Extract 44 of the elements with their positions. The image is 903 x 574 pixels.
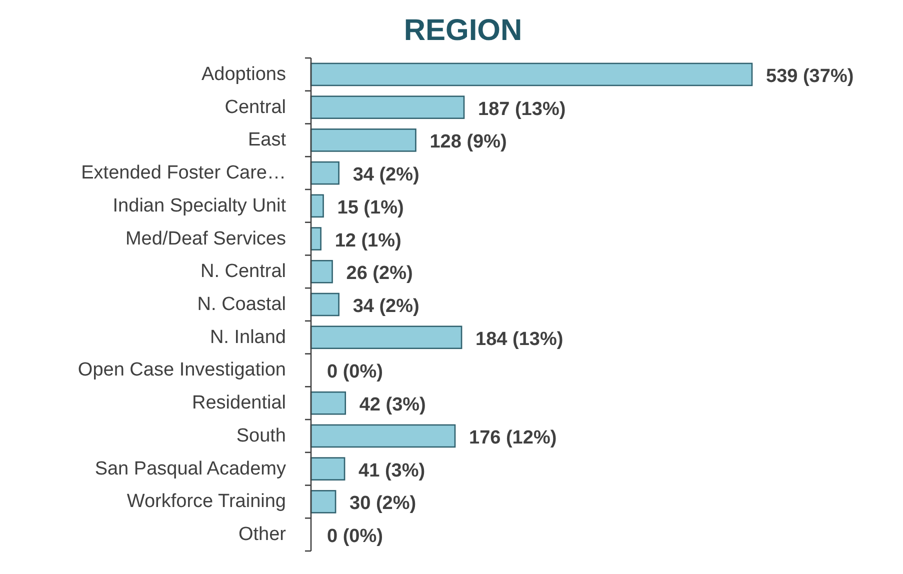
bar <box>310 457 346 480</box>
y-tick-label: Med/Deaf Services <box>125 228 286 250</box>
bar <box>310 227 322 250</box>
y-tick-label: East <box>248 130 287 151</box>
chart-title: REGION <box>404 14 522 47</box>
data-label: 26 (2%) <box>346 263 413 284</box>
data-label: 15 (1%) <box>337 197 404 218</box>
y-tick-label: Workforce Training <box>126 491 286 512</box>
y-tick-label: Indian Specialty Unit <box>112 195 287 216</box>
data-label: 539 (37%) <box>766 66 854 87</box>
y-tick-label: Residential <box>192 392 286 414</box>
bar <box>310 96 465 119</box>
data-label: 41 (3%) <box>358 460 426 482</box>
data-label: 176 (12%) <box>469 427 557 448</box>
y-tick-label: Central <box>224 96 286 118</box>
data-label: 42 (3%) <box>359 394 426 416</box>
data-label: 34 (2%) <box>352 164 420 186</box>
bar <box>310 326 462 350</box>
data-label: 34 (2%) <box>352 296 420 317</box>
y-tick-label: N. Coastal <box>197 294 286 315</box>
bar <box>310 62 753 86</box>
data-label: 12 (1%) <box>334 230 402 252</box>
bar <box>310 161 340 185</box>
data-label: 187 (13%) <box>478 98 566 120</box>
data-label: 128 (9%) <box>430 132 507 153</box>
y-tick-label: N. Inland <box>210 326 286 348</box>
y-tick-label: Adoptions <box>201 64 286 85</box>
data-label: 30 (2%) <box>350 493 416 514</box>
y-tick-label: Open Case Investigation <box>78 360 286 381</box>
y-tick-label: Other <box>238 524 287 546</box>
bar <box>310 260 333 284</box>
bar <box>310 424 456 448</box>
y-tick-label: South <box>236 425 286 446</box>
y-tick-label: San Pasqual Academy <box>94 458 286 480</box>
bar <box>310 292 340 316</box>
y-tick-label: N. Central <box>200 261 286 282</box>
data-label: 184 (13%) <box>476 328 564 350</box>
data-label: 0 (0%) <box>327 362 383 383</box>
data-label: 0 (0%) <box>327 526 383 548</box>
y-tick-label: Extended Foster Care… <box>81 162 286 184</box>
bar <box>310 194 324 218</box>
bar <box>310 391 346 415</box>
bar <box>310 490 336 514</box>
bar <box>310 128 416 152</box>
